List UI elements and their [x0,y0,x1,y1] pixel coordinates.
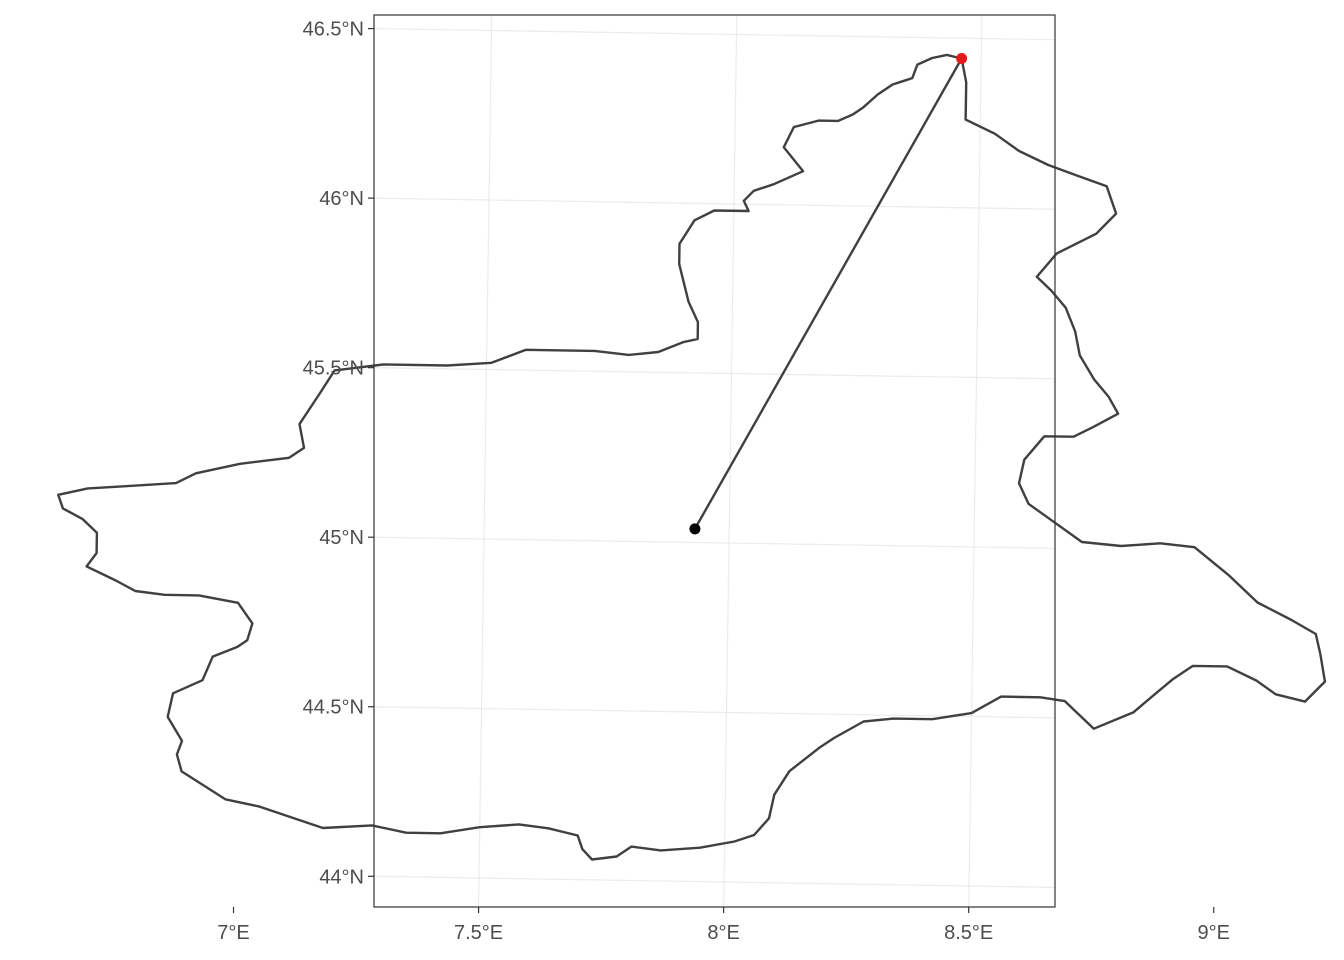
centroid-point [689,523,701,535]
y-tick-label: 46.5°N [303,19,364,41]
meridian-line [723,15,738,907]
x-tick-label: 7.5°E [454,922,503,944]
y-axis-ticks: 44°N 44.5°N 45°N 45.5°N 46°N 46.5°N [303,19,374,888]
y-tick-label: 46°N [319,188,364,210]
parallel-line [374,367,1055,380]
parallel-line [374,197,1055,210]
x-axis-ticks: 7°E 7.5°E 8°E 8.5°E 9°E [217,907,1230,944]
y-tick-label: 44°N [319,866,364,888]
y-tick-label: 45°N [319,527,364,549]
farthest-point [956,53,968,65]
panel-border [373,14,1056,908]
parallel-line [374,875,1055,889]
y-tick-label: 44.5°N [303,697,364,719]
x-tick-label: 8.5°E [944,922,993,944]
centroid-to-farthest-line [693,57,963,530]
meridian-line [477,15,493,907]
parallel-line [374,706,1055,719]
region-layer [57,53,1327,861]
parallel-line [374,27,1055,41]
y-tick-label: 45.5°N [303,358,364,380]
parallel-line [374,536,1055,549]
meridian-line [968,15,983,907]
region-boundary [57,53,1327,861]
x-tick-label: 7°E [217,922,249,944]
x-tick-label: 9°E [1198,922,1230,944]
x-tick-label: 8°E [707,922,739,944]
